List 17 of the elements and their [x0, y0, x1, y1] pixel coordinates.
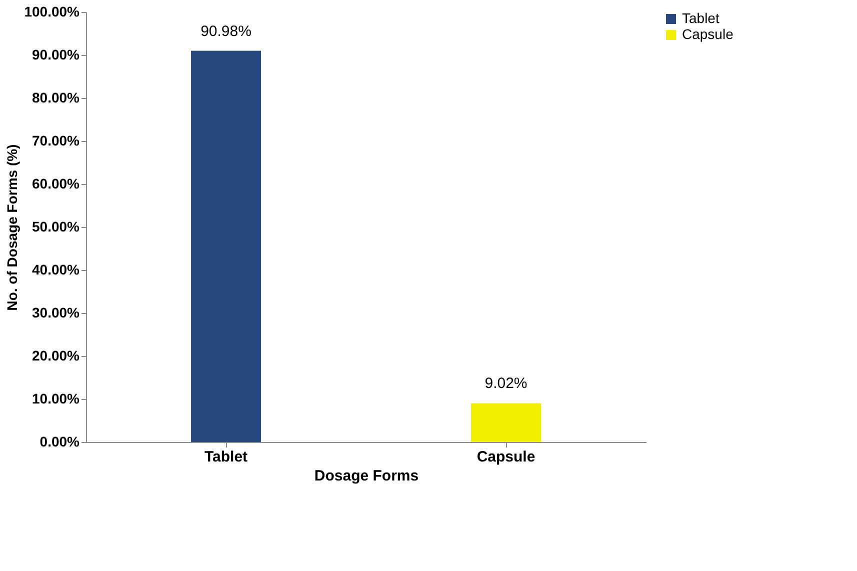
x-axis-title: Dosage Forms: [314, 468, 419, 484]
y-tick-label: 40.00%: [32, 262, 80, 278]
y-tick-label: 100.00%: [24, 4, 80, 20]
y-tick-label: 90.00%: [32, 46, 80, 62]
y-tick-label: 50.00%: [32, 218, 80, 234]
y-tick-label: 70.00%: [32, 132, 80, 148]
y-tick-label: 0.00%: [40, 434, 80, 450]
legend-label: Tablet: [682, 10, 720, 26]
legend-label: Capsule: [682, 26, 734, 42]
data-label: 9.02%: [484, 375, 528, 392]
y-axis-title: No. of Dosage Forms (%): [4, 144, 20, 311]
y-tick-label: 60.00%: [32, 176, 80, 192]
y-tick-label: 20.00%: [32, 348, 80, 364]
data-label: 90.98%: [200, 22, 252, 40]
y-tick-label: 10.00%: [32, 390, 80, 406]
y-tick-label: 80.00%: [32, 90, 80, 106]
y-tick-label: 30.00%: [32, 304, 80, 320]
